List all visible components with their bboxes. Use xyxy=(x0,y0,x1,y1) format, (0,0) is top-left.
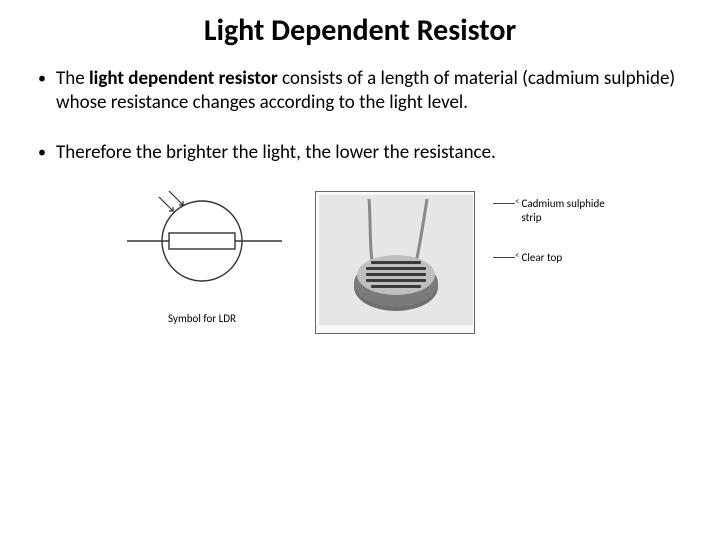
ldr-symbol-figure: Symbol for LDR xyxy=(107,191,297,325)
ldr-photo xyxy=(315,191,475,334)
ldr-annotations: < Cadmium sulphide strip < Clear top xyxy=(493,191,613,292)
leader-line-icon xyxy=(493,257,515,258)
bullet-text: Therefore the brighter the light, the lo… xyxy=(56,141,684,165)
bullet-list: • The light dependent resistor consists … xyxy=(0,67,720,165)
chevron-icon: < xyxy=(515,251,519,260)
ldr-photo-icon xyxy=(319,195,473,325)
annotation-text: Clear top xyxy=(521,251,613,265)
leader-line-icon xyxy=(493,203,515,204)
bullet-marker: • xyxy=(36,67,56,115)
bullet-item: • Therefore the brighter the light, the … xyxy=(36,141,684,165)
bullet-prefix: Therefore the brighter the light, the lo… xyxy=(56,141,496,164)
bullet-text: The light dependent resistor consists of… xyxy=(56,67,684,115)
chevron-icon: < xyxy=(515,197,519,206)
ldr-symbol-caption: Symbol for LDR xyxy=(107,312,297,325)
page-title: Light Dependent Resistor xyxy=(0,0,720,67)
bullet-marker: • xyxy=(36,141,56,165)
annotation-text: Cadmium sulphide strip xyxy=(521,197,613,226)
bullet-item: • The light dependent resistor consists … xyxy=(36,67,684,115)
bullet-bold: light dependent resistor xyxy=(89,67,278,90)
annotation-top: < Cadmium sulphide strip xyxy=(493,197,613,226)
bullet-prefix: The xyxy=(56,67,89,90)
annotation-bottom: < Clear top xyxy=(493,251,613,265)
ldr-symbol-icon xyxy=(107,191,297,301)
figure-row: Symbol for LDR < xyxy=(0,191,720,334)
